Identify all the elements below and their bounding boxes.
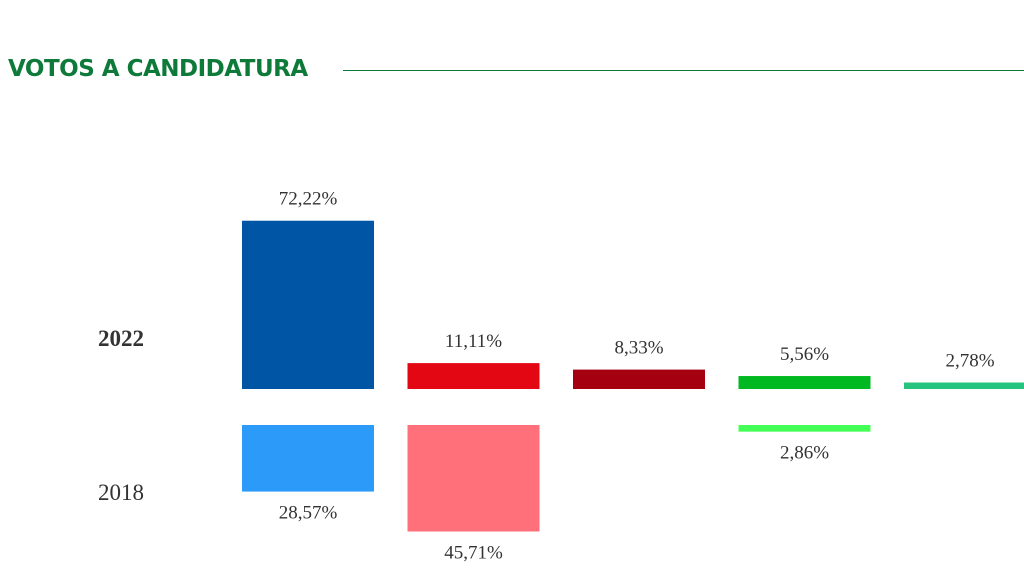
- bar-2018-0: [242, 425, 374, 492]
- data-label-2022-3: 5,56%: [780, 344, 829, 365]
- bar-2022-2: [573, 369, 705, 389]
- data-label-2018-0: 28,57%: [279, 503, 338, 524]
- chart-title: VOTOS A CANDIDATURA: [8, 56, 308, 82]
- bar-2018-1: [407, 425, 540, 532]
- data-label-2018-3: 2,86%: [780, 443, 829, 464]
- data-label-2022-4: 2,78%: [945, 351, 994, 372]
- bar-2018-3: [738, 425, 871, 432]
- bar-2022-1: [407, 363, 540, 389]
- title-rule: [343, 70, 1024, 71]
- data-label-2022-2: 8,33%: [614, 338, 663, 359]
- data-label-2022-1: 11,11%: [445, 331, 502, 352]
- year-label-2018: 2018: [98, 480, 144, 505]
- bar-2022-3: [738, 376, 871, 389]
- bar-2022-4: [904, 382, 1024, 389]
- bar-2022-0: [242, 220, 374, 389]
- data-label-2018-1: 45,71%: [444, 543, 503, 564]
- year-label-2022: 2022: [98, 326, 144, 351]
- data-label-2022-0: 72,22%: [279, 189, 338, 210]
